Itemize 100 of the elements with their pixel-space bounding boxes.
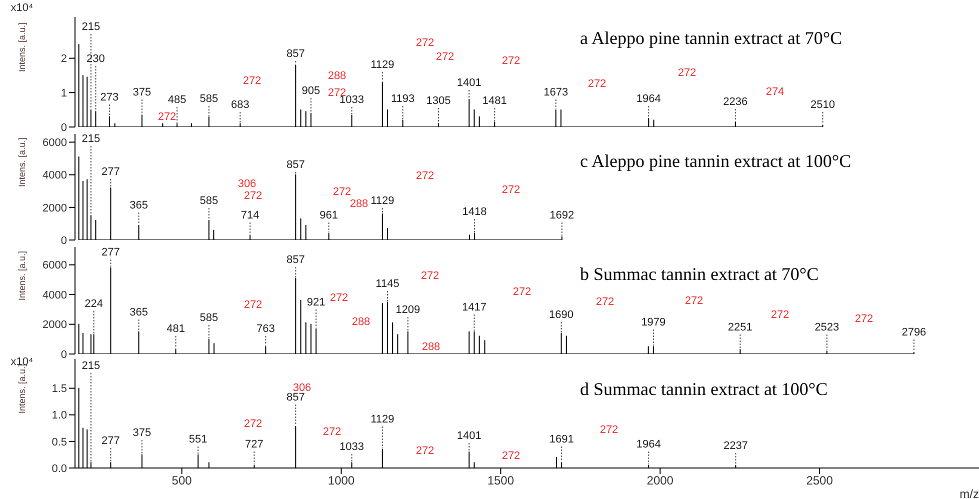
annotation: 274: [766, 86, 784, 98]
y-tick-label: 2: [60, 53, 67, 66]
x-tick-label: 1500: [487, 474, 514, 488]
y-tick-label: 1.5: [52, 383, 67, 396]
annotation: 288: [328, 70, 346, 82]
annotation: 2510: [810, 99, 835, 111]
annotation: 2251: [728, 322, 752, 334]
annotation: 365: [130, 306, 148, 318]
y-tick-label: 1.0: [52, 410, 67, 422]
text: x10⁴: [10, 2, 34, 14]
annotation: 230: [86, 53, 105, 65]
annotation: 272: [420, 270, 440, 282]
y-tick-label: 1: [60, 88, 67, 100]
annotation: 306: [292, 382, 312, 394]
annotation: 277: [102, 246, 120, 258]
annotation: 365: [130, 200, 148, 212]
y-tick-label: 0: [60, 234, 67, 247]
annotation: 2523: [814, 322, 840, 334]
annotation: 272: [502, 184, 520, 196]
y-axis-title: Intens. [a.u.]: [17, 250, 28, 300]
annotation: 585: [200, 93, 218, 105]
text: d Summac tannin extract at 100°C: [580, 379, 828, 400]
y-tick-label: 0.5: [52, 436, 67, 448]
annotation: 1417: [462, 302, 486, 314]
annotation: 215: [82, 21, 100, 33]
annotation: 375: [132, 427, 152, 439]
annotation: 1129: [370, 414, 394, 426]
annotation: 272: [416, 445, 434, 457]
annotation: 375: [132, 86, 152, 98]
annotation: 272: [244, 299, 262, 311]
annotation: 272: [242, 75, 262, 87]
annotation: 272: [600, 424, 618, 436]
annotation: 272: [330, 292, 348, 304]
annotation: 683: [230, 99, 250, 111]
annotation: 1418: [462, 206, 487, 218]
annotation: 1481: [482, 95, 507, 107]
annotation: 1401: [456, 77, 482, 89]
text: c Aleppo pine tannin extract at 100°C: [580, 151, 852, 172]
annotation: 272: [244, 190, 262, 202]
annotation: 1964: [636, 438, 661, 450]
annotation: 272: [332, 186, 352, 198]
annotation: 727: [245, 438, 264, 450]
annotation: 1209: [396, 304, 420, 316]
annotation: 763: [256, 323, 275, 335]
annotation: 1979: [641, 316, 666, 328]
annotation: 273: [100, 92, 119, 104]
y-tick-label: 2000: [42, 202, 67, 214]
y-tick-label: 6000: [42, 137, 67, 150]
y-tick-label: 0: [60, 122, 67, 134]
annotation: 2796: [902, 326, 926, 338]
annotation: 857: [286, 254, 305, 266]
annotation: 961: [320, 210, 338, 222]
annotation: 2237: [723, 440, 748, 452]
annotation: 215: [82, 133, 100, 145]
annotation: 2236: [723, 96, 748, 108]
x-tick-label: 1000: [328, 474, 355, 488]
y-tick-label: 0: [60, 348, 67, 361]
annotation: 288: [422, 341, 440, 353]
annotation: 857: [286, 159, 305, 171]
annotation: 272: [684, 295, 704, 307]
annotation: 277: [102, 166, 120, 178]
annotation: 921: [306, 296, 326, 308]
y-tick-label: 4000: [42, 289, 67, 302]
annotation: 1129: [370, 59, 394, 71]
annotation: 272: [416, 170, 434, 182]
annotation: 277: [102, 435, 120, 447]
annotation: 272: [416, 37, 434, 49]
y-tick-label: 6000: [42, 260, 67, 272]
annotation: 1193: [390, 93, 415, 105]
annotation: 272: [596, 296, 614, 308]
x-axis-title: m/z: [960, 487, 979, 499]
annotation: 585: [200, 195, 218, 207]
x-tick-label: 500: [172, 474, 192, 488]
annotation: 1129: [370, 195, 394, 207]
x-tick-label: 2500: [806, 474, 834, 488]
annotation: 215: [82, 360, 100, 372]
text: b Summac tannin extract at 70°C: [580, 264, 819, 285]
annotation: 272: [512, 286, 532, 298]
annotation: 306: [238, 178, 256, 190]
annotation: 485: [168, 94, 186, 106]
annotation: 272: [244, 418, 262, 430]
annotation: 272: [588, 78, 606, 90]
y-axis-title: Intens. [a.u.]: [17, 22, 28, 72]
annotation: 272: [436, 51, 454, 63]
annotation: 905: [302, 85, 320, 97]
annotation: 224: [84, 298, 103, 310]
annotation: 714: [240, 210, 260, 222]
annotation: 1673: [544, 86, 568, 98]
annotation: 272: [502, 450, 520, 462]
annotation: 1691: [549, 434, 574, 446]
annotation: 272: [854, 313, 874, 325]
annotation: 272: [322, 426, 342, 438]
annotation: 1305: [426, 95, 451, 107]
annotation: 1692: [550, 210, 574, 222]
annotation: 551: [188, 434, 208, 446]
annotation: 272: [158, 111, 176, 123]
annotation: 272: [502, 55, 520, 67]
annotation: 1401: [456, 430, 482, 442]
x-tick-label: 2000: [646, 474, 674, 488]
annotation: 288: [350, 198, 368, 210]
